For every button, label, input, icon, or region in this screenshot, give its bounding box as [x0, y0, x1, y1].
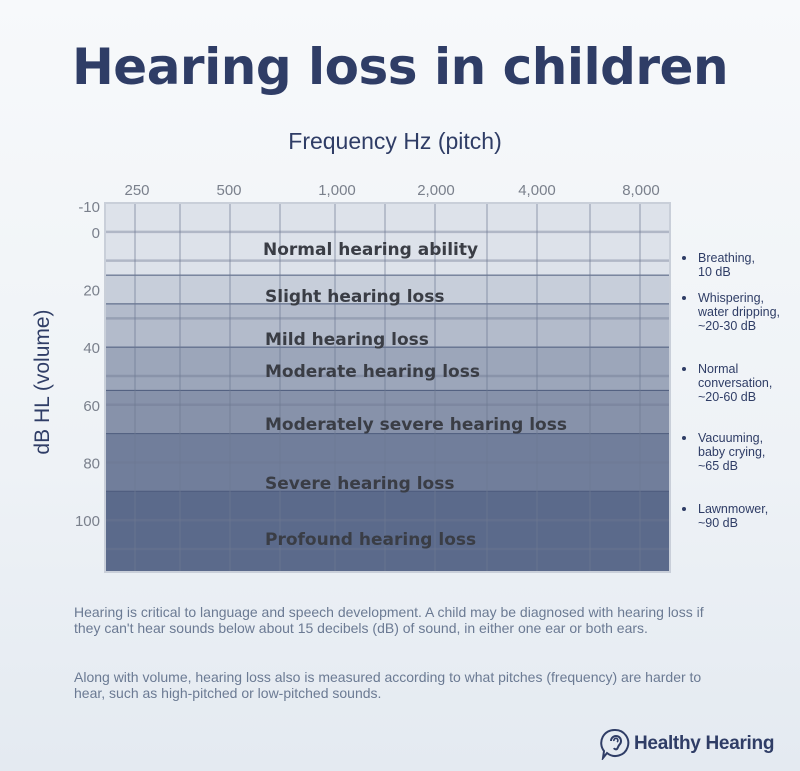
ear-speech-bubble-icon — [600, 728, 630, 760]
band-label: Slight hearing loss — [265, 287, 444, 307]
annotation-text: 10 dB — [698, 265, 731, 279]
annotation-item: Whispering, water dripping, ~20-30 dB — [682, 291, 797, 333]
logo-text: Healthy Hearing — [634, 733, 775, 754]
x-tick-label: 4,000 — [518, 182, 556, 199]
y-tick-label: -10 — [78, 199, 100, 216]
y-tick-label: 40 — [83, 340, 100, 357]
annotation-text: conversation, — [698, 376, 773, 390]
chart-frame — [104, 202, 671, 573]
band-3 — [105, 347, 670, 391]
annotation-text: Normal — [698, 362, 739, 376]
y-tick-label: 60 — [83, 398, 100, 415]
bullet-icon — [682, 296, 686, 300]
band-label: Profound hearing loss — [265, 530, 476, 550]
x-tick-label: 8,000 — [622, 182, 660, 199]
annotation-text: ~20-60 dB — [698, 390, 757, 404]
annotation-text: baby crying, — [698, 445, 766, 459]
healthy-hearing-logo: Healthy Hearing — [600, 728, 774, 760]
band-0 — [105, 203, 670, 276]
page-title: Hearing loss in children — [71, 38, 729, 96]
band-label: Moderately severe hearing loss — [265, 415, 567, 435]
paragraph-2: Along with volume, hearing loss also is … — [74, 669, 702, 701]
band-4 — [105, 390, 670, 434]
x-tick-label: 2,000 — [417, 182, 455, 199]
annotation-text: Lawnmower, — [698, 502, 769, 516]
annotation-item: Vacuuming, baby crying, ~65 dB — [682, 431, 797, 473]
annotation-item: Breathing, 10 dB — [682, 251, 797, 279]
band-label: Moderate hearing loss — [265, 362, 480, 382]
y-tick-label: 0 — [92, 225, 100, 242]
y-tick-label: 20 — [83, 282, 100, 299]
x-tick-label: 1,000 — [318, 182, 356, 199]
band-label: Severe hearing loss — [265, 474, 454, 494]
annotation-text: ~20-30 dB — [698, 319, 757, 333]
bullet-icon — [682, 367, 686, 371]
band-label: Normal hearing ability — [263, 240, 478, 260]
audiogram-chart: Normal hearing ability Slight hearing los… — [75, 182, 671, 573]
annotation-text: Breathing, — [698, 251, 755, 265]
annotation-text: water dripping, — [698, 305, 780, 319]
annotation-text: Whispering, — [698, 291, 764, 305]
y-tick-label: 80 — [83, 455, 100, 472]
annotation-item: Normal conversation, ~20-60 dB — [682, 362, 797, 404]
bullet-icon — [682, 507, 686, 511]
band-6 — [105, 491, 670, 572]
x-tick-label: 500 — [216, 182, 241, 199]
band-1 — [105, 275, 670, 304]
x-axis-label: Frequency Hz (pitch) — [288, 128, 502, 154]
y-tick-label: 100 — [75, 513, 100, 530]
bullet-icon — [682, 436, 686, 440]
band-2 — [105, 303, 670, 348]
band-5 — [105, 433, 670, 492]
annotation-text: ~90 dB — [698, 516, 738, 530]
band-label: Mild hearing loss — [265, 330, 429, 350]
annotation-text: Vacuuming, — [698, 431, 764, 445]
paragraph-1: Hearing is critical to language and spee… — [74, 604, 704, 636]
annotation-text: ~65 dB — [698, 459, 738, 473]
x-tick-label: 250 — [124, 182, 149, 199]
bullet-icon — [682, 256, 686, 260]
annotation-item: Lawnmower, ~90 dB — [682, 502, 797, 530]
